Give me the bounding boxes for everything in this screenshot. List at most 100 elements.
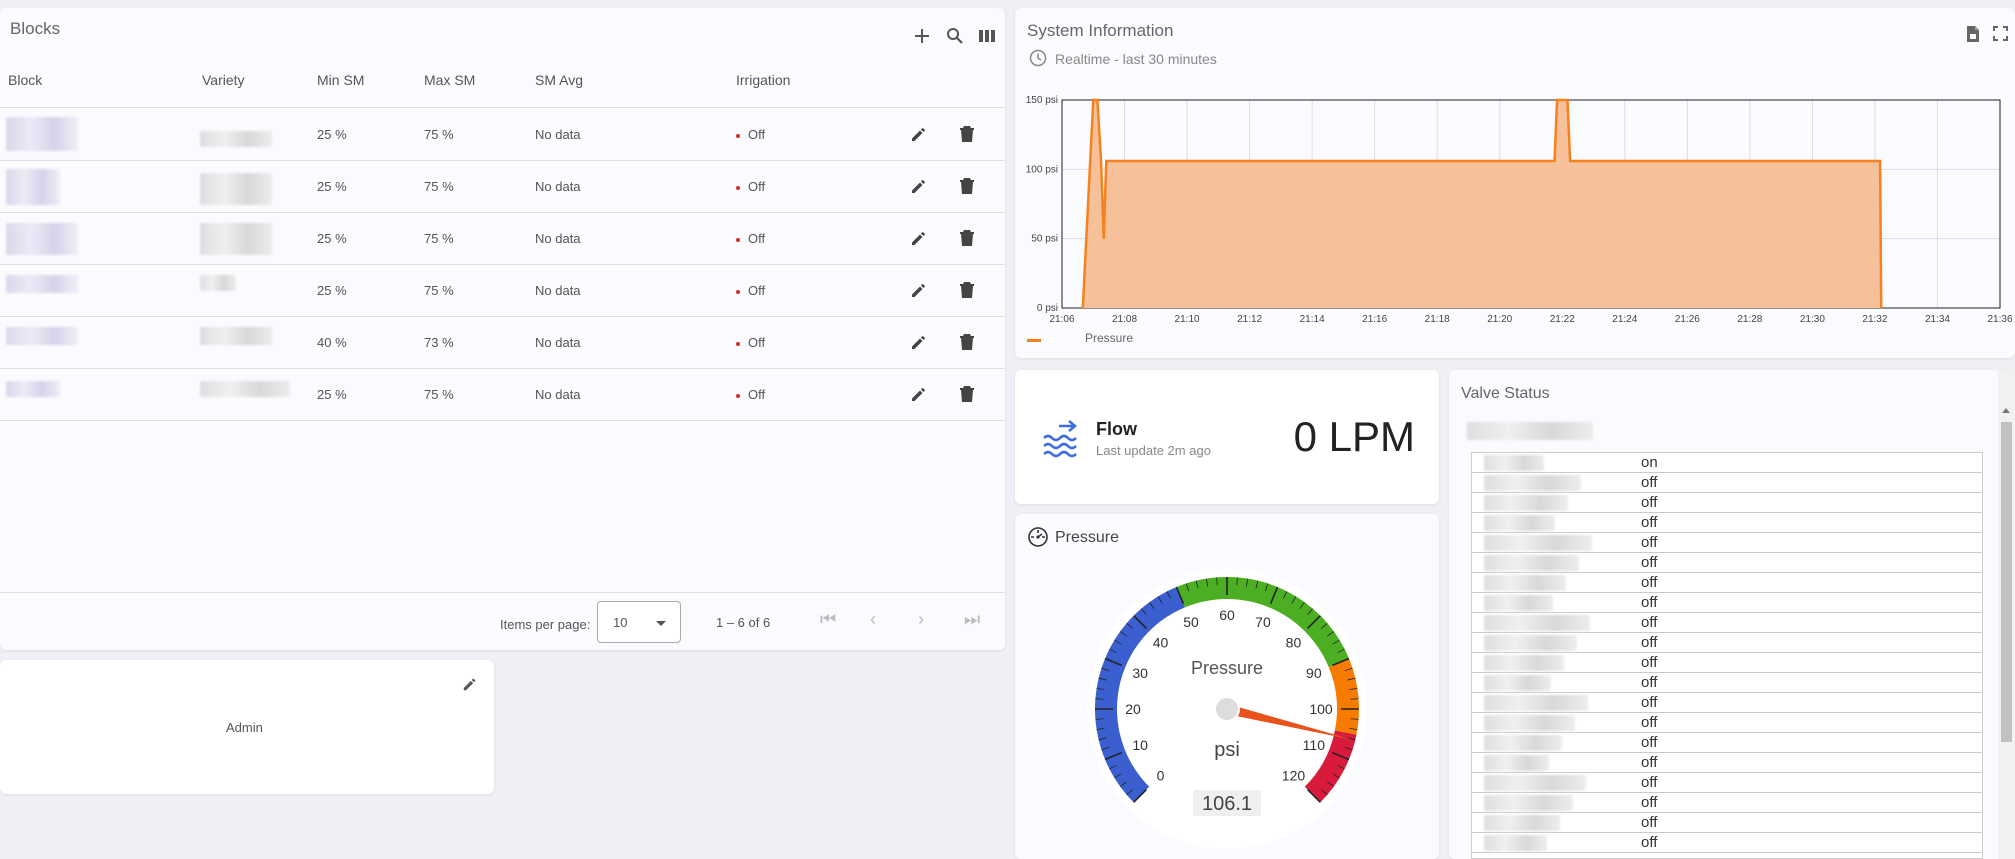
edit-icon[interactable] bbox=[458, 672, 482, 696]
irrigation-status: Off bbox=[748, 179, 766, 194]
items-per-page-label: Items per page: bbox=[500, 617, 591, 632]
col-irrigation[interactable]: Irrigation bbox=[736, 72, 791, 88]
plus-icon[interactable] bbox=[910, 24, 934, 48]
first-page-icon[interactable]: ⏮ bbox=[820, 609, 837, 629]
valve-state: off bbox=[1641, 714, 1658, 731]
admin-label: Admin bbox=[226, 720, 263, 735]
admin-card: Admin bbox=[0, 660, 494, 794]
table-row[interactable]: 25 % 75 % No data Off bbox=[0, 369, 1005, 421]
blocks-title: Blocks bbox=[10, 19, 61, 38]
x-tick-label: 21:16 bbox=[1362, 314, 1387, 325]
gauge-tick bbox=[1299, 601, 1305, 609]
valve-name-redacted bbox=[1484, 795, 1573, 811]
max-sm: 73 % bbox=[424, 335, 454, 350]
table-row[interactable]: 25 % 75 % No data Off bbox=[0, 265, 1005, 317]
col-min-sm[interactable]: Min SM bbox=[317, 72, 365, 88]
scrollbar-thumb[interactable] bbox=[2001, 422, 2012, 742]
gauge-needle bbox=[1215, 704, 1354, 740]
table-row[interactable]: 40 % 73 % No data Off bbox=[0, 317, 1005, 369]
legend-label[interactable]: Pressure bbox=[1085, 331, 1134, 345]
gauge-tick bbox=[1350, 718, 1359, 720]
irrigation-status: Off bbox=[748, 335, 766, 350]
valve-row: off bbox=[1472, 773, 1982, 793]
gauge-tick bbox=[1101, 746, 1110, 751]
irrigation-status: Off bbox=[748, 283, 766, 298]
valve-state: off bbox=[1641, 614, 1658, 631]
gauge-tick bbox=[1101, 667, 1110, 672]
x-tick-label: 21:12 bbox=[1237, 314, 1262, 325]
edit-icon[interactable] bbox=[907, 122, 931, 146]
fullscreen-icon[interactable] bbox=[1993, 26, 2008, 46]
gauge-tick-label: 60 bbox=[1219, 607, 1235, 623]
scroll-up-icon[interactable] bbox=[2002, 408, 2010, 413]
gauge-tick bbox=[1337, 648, 1345, 654]
page-size-select[interactable]: 10 bbox=[597, 601, 681, 643]
last-page-icon[interactable]: ⏭ bbox=[964, 609, 981, 629]
flow-value: 0 LPM bbox=[1293, 413, 1415, 460]
next-page-icon[interactable]: › bbox=[918, 609, 924, 629]
gauge-icon bbox=[1027, 527, 1049, 552]
export-icon[interactable] bbox=[1965, 25, 1981, 48]
valve-row: off bbox=[1472, 673, 1982, 693]
pressure-card: Pressure 0 10 20 30 40 50 60 70 80 90 100 110 120 Pr… bbox=[1015, 514, 1439, 859]
x-tick-label: 21:10 bbox=[1175, 314, 1200, 325]
pressure-title: Pressure bbox=[1055, 529, 1120, 546]
gauge-tick bbox=[1175, 586, 1185, 604]
col-max-sm[interactable]: Max SM bbox=[424, 72, 476, 88]
prev-page-icon[interactable]: ‹ bbox=[870, 609, 876, 629]
status-dot bbox=[736, 237, 740, 242]
variety-redacted bbox=[200, 275, 236, 291]
edit-icon[interactable] bbox=[907, 278, 931, 302]
edit-icon[interactable] bbox=[907, 330, 931, 354]
scrollbar[interactable] bbox=[1998, 370, 2015, 859]
valve-name-redacted bbox=[1484, 835, 1547, 851]
valve-name-redacted bbox=[1484, 755, 1549, 771]
search-icon[interactable] bbox=[943, 24, 967, 48]
delete-icon[interactable] bbox=[955, 226, 979, 250]
gauge-tick bbox=[1347, 677, 1356, 681]
gauge-tick bbox=[1350, 698, 1359, 700]
col-sm-avg[interactable]: SM Avg bbox=[535, 72, 583, 88]
gauge-center-label: Pressure bbox=[1191, 658, 1263, 678]
col-variety[interactable]: Variety bbox=[202, 72, 245, 88]
valve-name-redacted bbox=[1484, 575, 1566, 591]
variety-redacted bbox=[200, 131, 272, 147]
x-tick-label: 21:26 bbox=[1675, 314, 1700, 325]
table-row[interactable]: 25 % 75 % No data Off bbox=[0, 109, 1005, 161]
col-block[interactable]: Block bbox=[8, 72, 43, 88]
table-row[interactable]: 25 % 75 % No data Off bbox=[0, 213, 1005, 265]
gauge-tick-label: 110 bbox=[1303, 737, 1326, 753]
gauge-tick bbox=[1344, 667, 1353, 672]
sm-avg: No data bbox=[535, 387, 581, 402]
gauge-tick bbox=[1332, 751, 1350, 761]
block-name-redacted bbox=[6, 327, 78, 345]
gauge-tick bbox=[1337, 764, 1345, 770]
edit-icon[interactable] bbox=[907, 382, 931, 406]
gauge-tick bbox=[1216, 577, 1218, 586]
delete-icon[interactable] bbox=[955, 278, 979, 302]
valve-state: off bbox=[1641, 754, 1658, 771]
valve-state: off bbox=[1641, 534, 1658, 551]
paginator: Items per page: 10 1 – 6 of 6 ⏮ ‹ › ⏭ bbox=[0, 592, 1005, 650]
edit-icon[interactable] bbox=[907, 174, 931, 198]
gauge-tick bbox=[1149, 601, 1155, 609]
delete-icon[interactable] bbox=[955, 330, 979, 354]
gauge-tick bbox=[1332, 773, 1340, 779]
delete-icon[interactable] bbox=[955, 122, 979, 146]
delete-icon[interactable] bbox=[955, 382, 979, 406]
delete-icon[interactable] bbox=[955, 174, 979, 198]
gauge-tick bbox=[1255, 580, 1259, 589]
gauge-tick bbox=[1166, 591, 1172, 599]
sm-avg: No data bbox=[535, 179, 581, 194]
gauge-tick bbox=[1195, 580, 1199, 589]
gauge-tick-label: 10 bbox=[1132, 737, 1148, 753]
irrigation-status: Off bbox=[748, 387, 766, 402]
pressure-area bbox=[1082, 100, 1882, 308]
edit-icon[interactable] bbox=[907, 226, 931, 250]
block-name-redacted bbox=[6, 275, 78, 293]
min-sm: 40 % bbox=[317, 335, 347, 350]
gauge-tick bbox=[1321, 789, 1328, 796]
x-tick-label: 21:14 bbox=[1300, 314, 1325, 325]
table-row[interactable]: 25 % 75 % No data Off bbox=[0, 161, 1005, 213]
columns-icon[interactable] bbox=[975, 24, 999, 48]
